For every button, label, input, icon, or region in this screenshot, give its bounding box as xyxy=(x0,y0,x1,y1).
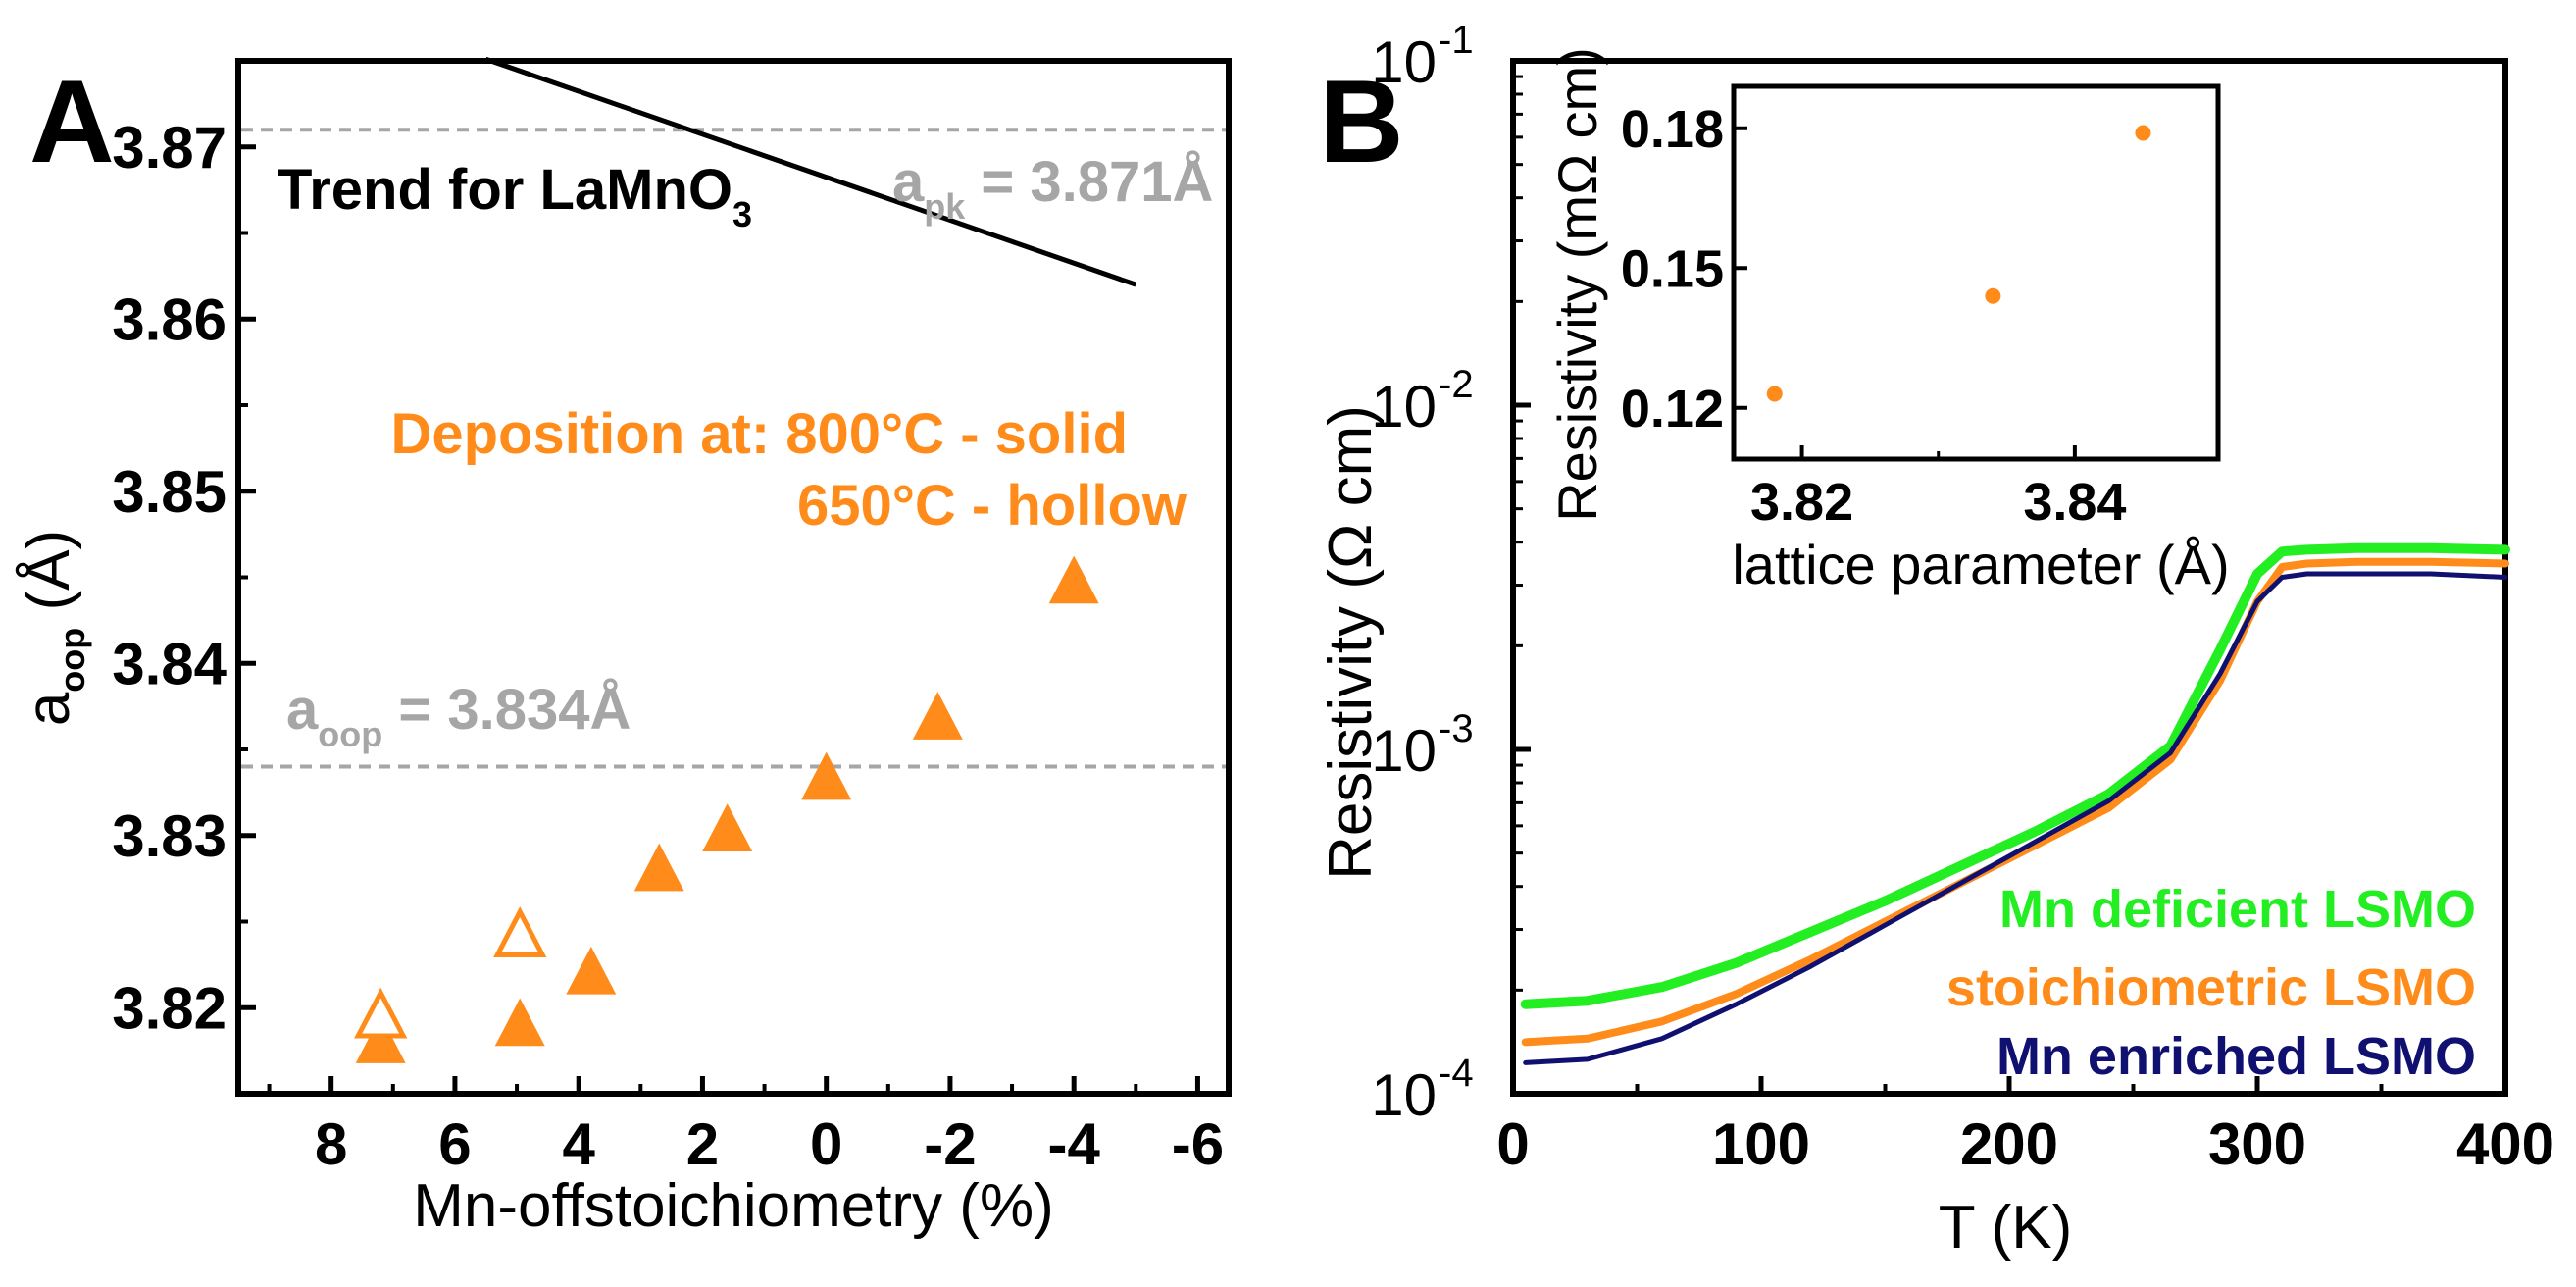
trend-label-sub: 3 xyxy=(732,194,752,234)
trend-line xyxy=(484,56,1137,287)
inset-points xyxy=(1766,125,2151,402)
solid-triangle-point xyxy=(801,751,852,800)
aoop-label: aoop = 3.834Å xyxy=(286,678,631,754)
curve-stoichiometric-lsmo xyxy=(1521,557,2509,1047)
panel-a-trend-line xyxy=(484,56,1137,287)
solid-triangle-point xyxy=(702,803,753,851)
panel-a-x-label: Mn-offstoichiometry (%) xyxy=(413,1172,1053,1240)
x-tick-label: 0 xyxy=(1496,1111,1529,1177)
panel-b-curves xyxy=(1520,542,2510,1065)
hollow-triangle-point xyxy=(354,987,408,1039)
inset-point xyxy=(1766,386,1783,402)
apk-label-rest: = 3.871Å xyxy=(965,150,1213,214)
legend-mn-deficient: Mn deficient LSMO xyxy=(1999,880,2476,939)
panel-a-reference-lines xyxy=(241,128,1226,769)
trend-label-main: Trend for LaMnO xyxy=(278,158,732,222)
inset-plot: 3.82 3.84 0.12 0.15 0.18 lattice parameter … xyxy=(1546,47,2230,595)
x-tick-label: 200 xyxy=(1960,1111,2058,1177)
solid-triangle-point xyxy=(912,692,963,740)
aoop-label-sub: oop xyxy=(318,714,382,754)
legend-stoichiometric: stoichiometric LSMO xyxy=(1946,958,2476,1017)
x-tick-label: -4 xyxy=(1048,1111,1101,1177)
aoop-label-main: a xyxy=(286,678,319,742)
solid-triangle-point xyxy=(355,1015,406,1063)
y-tick-label: 3.84 xyxy=(112,631,227,696)
inset-frame xyxy=(1731,83,2221,462)
y-tick-label: 3.82 xyxy=(112,975,227,1041)
deposition-line-2: 650°C - hollow xyxy=(797,474,1187,538)
y-tick-exponent: -3 xyxy=(1439,707,1474,750)
y-tick-base: 10 xyxy=(1371,374,1437,439)
inset-y-label: Resistivity (mΩ cm) xyxy=(1546,47,1608,522)
panel-a: 8 6 4 2 0 -2 -4 -6 3.82 3.83 3.84 3.85 3.86 3.87 A a… xyxy=(15,56,1232,1240)
inset-y-ticks: 0.12 0.15 0.18 xyxy=(1621,100,1747,438)
y-tick-exponent: -2 xyxy=(1439,363,1474,406)
x-tick-label: 6 xyxy=(438,1111,471,1177)
y-tick-exponent: -1 xyxy=(1439,19,1474,62)
inset-y-tick-label: 0.12 xyxy=(1621,380,1724,438)
panel-a-points xyxy=(354,555,1099,1063)
panel-b-y-label: Resistivity (Ω cm) xyxy=(1317,405,1385,880)
curve-mn-deficient-lsmo xyxy=(1520,542,2510,1009)
inset-y-tick-label: 0.15 xyxy=(1621,239,1724,298)
y-tick-label: 3.87 xyxy=(112,115,227,180)
inset-x-label: lattice parameter (Å) xyxy=(1732,534,2229,595)
inset-y-tick-label: 0.18 xyxy=(1621,100,1724,159)
y-tick-label: 3.83 xyxy=(112,803,227,869)
panel-a-letter: A xyxy=(29,56,115,187)
x-tick-label: 4 xyxy=(563,1111,596,1177)
panel-a-y-ticks: 3.82 3.83 3.84 3.85 3.86 3.87 xyxy=(112,59,256,1096)
x-tick-label: 400 xyxy=(2456,1111,2554,1177)
legend-mn-enriched: Mn enriched LSMO xyxy=(1996,1027,2476,1086)
panel-a-y-label-main: a xyxy=(15,692,82,726)
trend-line-gap xyxy=(825,181,925,226)
panel-b-x-label: T (K) xyxy=(1939,1194,2073,1261)
x-tick-label: 0 xyxy=(810,1111,842,1177)
y-tick-base: 10 xyxy=(1371,718,1437,784)
hollow-triangle-point xyxy=(493,906,547,958)
deposition-line-1: Deposition at: 800°C - solid xyxy=(390,402,1128,466)
solid-triangle-point xyxy=(1048,555,1099,604)
solid-triangle-point xyxy=(494,998,545,1047)
apk-label-main: a xyxy=(892,150,925,214)
panel-b-letter: B xyxy=(1319,56,1404,187)
x-tick-label: -2 xyxy=(924,1111,976,1177)
solid-triangle-point xyxy=(566,946,617,995)
y-tick-label: 3.86 xyxy=(112,286,227,352)
inset-x-tick-label: 3.84 xyxy=(2023,473,2126,532)
inset-point xyxy=(1985,287,2001,304)
panel-a-x-ticks: 8 6 4 2 0 -2 -4 -6 xyxy=(267,1076,1224,1177)
inset-x-tick-label: 3.82 xyxy=(1750,473,1853,532)
panel-b: 0 100 200 300 400 10-410-310-210-1 B T (K) R… xyxy=(1317,19,2554,1261)
x-tick-label: 8 xyxy=(315,1111,347,1177)
inset-x-ticks: 3.82 3.84 xyxy=(1750,445,2126,532)
y-tick-exponent: -4 xyxy=(1439,1052,1474,1095)
y-tick-base: 10 xyxy=(1371,1062,1437,1128)
x-tick-label: 100 xyxy=(1712,1111,1810,1177)
curve-mn-enriched-lsmo xyxy=(1523,571,2508,1065)
apk-label: apk = 3.871Å xyxy=(892,150,1213,227)
panel-a-y-label: aoop (Å) xyxy=(15,530,92,726)
solid-triangle-point xyxy=(633,843,684,892)
trend-label: Trend for LaMnO3 xyxy=(278,158,752,234)
x-tick-label: 2 xyxy=(686,1111,719,1177)
inset-point xyxy=(2135,125,2151,141)
y-tick-label: 3.85 xyxy=(112,459,227,525)
panel-b-y-ticks: 10-410-310-210-1 xyxy=(1371,19,1531,1128)
y-tick-base: 10 xyxy=(1371,29,1437,95)
panel-b-x-ticks: 0 100 200 300 400 xyxy=(1496,1076,2554,1177)
aoop-label-rest: = 3.834Å xyxy=(382,678,631,742)
x-tick-label: -6 xyxy=(1172,1111,1224,1177)
apk-label-sub: pk xyxy=(924,186,966,227)
panel-a-y-label-sub: oop xyxy=(52,628,92,693)
x-tick-label: 300 xyxy=(2208,1111,2306,1177)
panel-a-y-label-unit: (Å) xyxy=(15,530,82,628)
